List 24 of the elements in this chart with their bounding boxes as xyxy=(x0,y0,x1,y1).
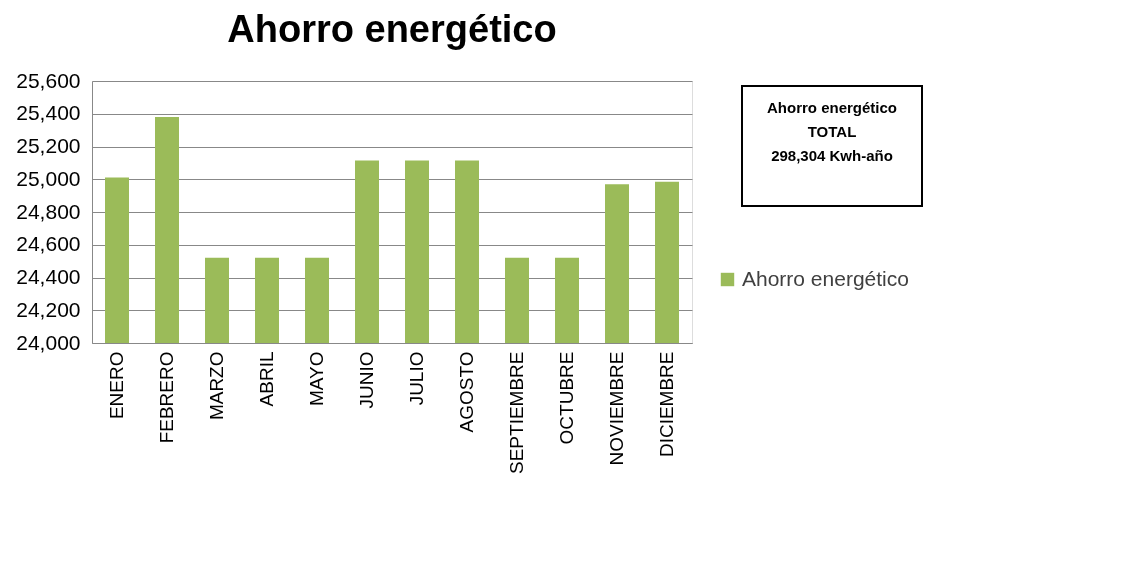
x-tick-label: OCTUBRE xyxy=(556,351,577,445)
y-tick-label: 24,200 xyxy=(16,297,81,321)
y-tick-label: 25,000 xyxy=(16,166,81,190)
x-tick-label: NOVIEMBRE xyxy=(606,351,627,466)
x-tick-label: MAYO xyxy=(306,351,327,407)
y-tick-label: 25,400 xyxy=(16,101,81,125)
text: Ahorro energético TOTAL 298,304 Kwh-año xyxy=(766,99,898,164)
y-tick-label: 24,800 xyxy=(16,199,81,223)
legend-label: Ahorro energético xyxy=(742,266,909,290)
x-tick-label: SEPTIEMBRE xyxy=(506,351,527,474)
x-tick-label: MARZO xyxy=(206,351,227,421)
x-tick-label: JULIO xyxy=(406,351,427,406)
x-tick-label: JUNIO xyxy=(356,351,377,409)
x-tick-label: DICIEMBRE xyxy=(656,351,677,458)
y-tick-label: 25,600 xyxy=(16,68,81,92)
x-tick-label: ENERO xyxy=(106,351,127,420)
x-tick-label: FEBRERO xyxy=(156,351,177,444)
y-tick-label: 24,000 xyxy=(16,330,81,354)
y-tick-label: 24,600 xyxy=(16,232,81,256)
chart-title: Ahorro energético xyxy=(227,8,557,50)
x-tick-label: ABRIL xyxy=(256,351,277,407)
x-tick-label: AGOSTO xyxy=(456,351,477,433)
y-tick-label: 25,200 xyxy=(16,134,81,157)
y-tick-label: 24,400 xyxy=(16,265,81,288)
